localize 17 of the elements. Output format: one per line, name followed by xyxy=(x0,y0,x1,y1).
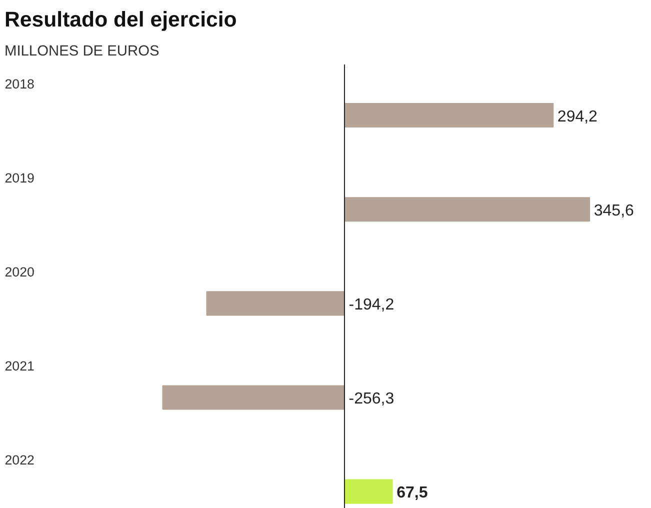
chart-title: Resultado del ejercicio xyxy=(4,8,237,32)
data-label: -194,2 xyxy=(348,296,394,314)
y-tick-label: 2022 xyxy=(4,452,34,468)
data-label: -256,3 xyxy=(348,390,394,408)
y-tick-label: 2021 xyxy=(4,358,34,374)
y-tick-label: 2018 xyxy=(4,76,34,92)
bar xyxy=(206,291,345,316)
bar xyxy=(162,385,345,410)
data-label: 345,6 xyxy=(594,202,634,220)
bar xyxy=(344,479,393,504)
bar xyxy=(344,197,590,222)
data-label: 67,5 xyxy=(396,484,428,502)
y-tick-label: 2020 xyxy=(4,264,34,280)
chart-subtitle: MILLONES DE EUROS xyxy=(4,44,160,60)
bar xyxy=(344,103,554,128)
data-label: 294,2 xyxy=(557,108,598,126)
y-tick-label: 2019 xyxy=(4,170,34,186)
